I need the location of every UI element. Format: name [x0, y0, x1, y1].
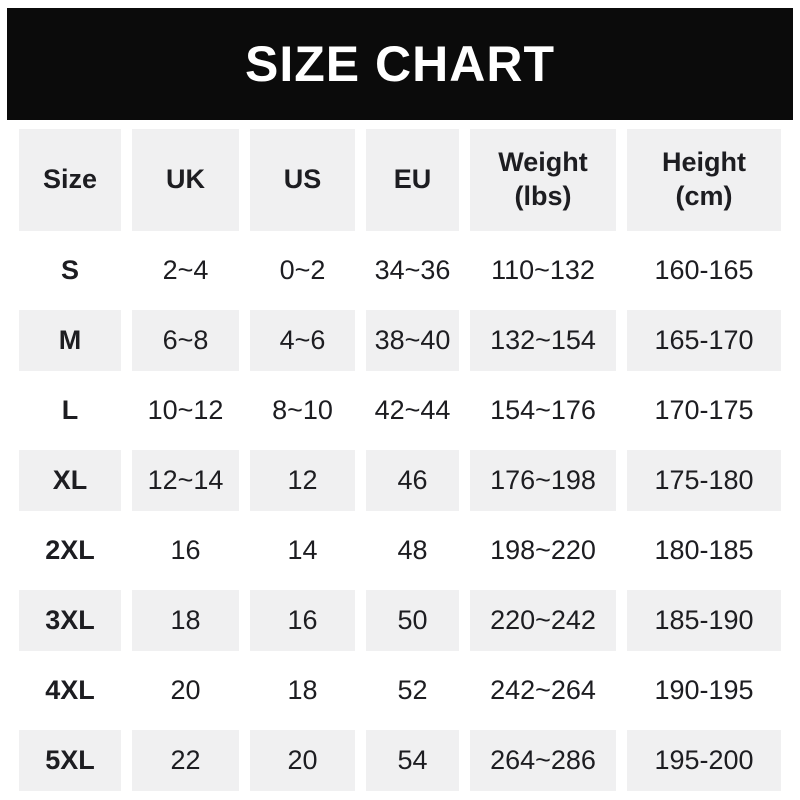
- size-chart-page: SIZE CHART Size UK US EU Weight (lbs) He: [0, 8, 800, 800]
- us-cell: 14: [250, 520, 355, 581]
- banner: SIZE CHART: [7, 8, 793, 120]
- table-row-s: S 2~4 0~2 34~36 110~132 160-165: [19, 240, 781, 301]
- eu-cell: 50: [366, 590, 459, 651]
- us-cell: 4~6: [250, 310, 355, 371]
- header-size: Size: [19, 129, 121, 231]
- size-chart-table: Size UK US EU Weight (lbs) Height (cm) S…: [8, 120, 792, 800]
- uk-cell: 18: [132, 590, 239, 651]
- uk-cell: 12~14: [132, 450, 239, 511]
- weight-cell: 176~198: [470, 450, 616, 511]
- page-title: SIZE CHART: [245, 36, 555, 92]
- eu-cell: 54: [366, 730, 459, 791]
- eu-cell: 48: [366, 520, 459, 581]
- us-cell: 12: [250, 450, 355, 511]
- eu-cell: 46: [366, 450, 459, 511]
- size-cell: M: [19, 310, 121, 371]
- header-uk: UK: [132, 129, 239, 231]
- weight-cell: 264~286: [470, 730, 616, 791]
- table-row-2xl: 2XL 16 14 48 198~220 180-185: [19, 520, 781, 581]
- table-row-5xl: 5XL 22 20 54 264~286 195-200: [19, 730, 781, 791]
- uk-cell: 10~12: [132, 380, 239, 441]
- size-cell: 4XL: [19, 660, 121, 721]
- uk-cell: 6~8: [132, 310, 239, 371]
- weight-cell: 242~264: [470, 660, 616, 721]
- header-size-label: Size: [42, 164, 98, 195]
- table-row-4xl: 4XL 20 18 52 242~264 190-195: [19, 660, 781, 721]
- us-cell: 18: [250, 660, 355, 721]
- size-cell: XL: [19, 450, 121, 511]
- height-cell: 195-200: [627, 730, 781, 791]
- header-weight-label: Weight: [498, 147, 588, 178]
- eu-cell: 42~44: [366, 380, 459, 441]
- size-cell: S: [19, 240, 121, 301]
- size-cell: 2XL: [19, 520, 121, 581]
- uk-cell: 20: [132, 660, 239, 721]
- us-cell: 8~10: [250, 380, 355, 441]
- header-height-unit: (cm): [675, 181, 733, 211]
- header-eu-label: EU: [393, 164, 432, 195]
- eu-cell: 34~36: [366, 240, 459, 301]
- header-height: Height (cm): [627, 129, 781, 231]
- uk-cell: 16: [132, 520, 239, 581]
- height-cell: 160-165: [627, 240, 781, 301]
- weight-cell: 110~132: [470, 240, 616, 301]
- table-row-l: L 10~12 8~10 42~44 154~176 170-175: [19, 380, 781, 441]
- size-cell: 3XL: [19, 590, 121, 651]
- size-cell: L: [19, 380, 121, 441]
- header-uk-label: UK: [166, 164, 205, 195]
- weight-cell: 154~176: [470, 380, 616, 441]
- header-weight: Weight (lbs): [470, 129, 616, 231]
- eu-cell: 38~40: [366, 310, 459, 371]
- us-cell: 16: [250, 590, 355, 651]
- weight-cell: 198~220: [470, 520, 616, 581]
- uk-cell: 2~4: [132, 240, 239, 301]
- eu-cell: 52: [366, 660, 459, 721]
- header-us: US: [250, 129, 355, 231]
- table-body: S 2~4 0~2 34~36 110~132 160-165 M 6~8 4~…: [19, 240, 781, 791]
- height-cell: 185-190: [627, 590, 781, 651]
- header-weight-unit: (lbs): [514, 181, 572, 211]
- table-row-3xl: 3XL 18 16 50 220~242 185-190: [19, 590, 781, 651]
- height-cell: 170-175: [627, 380, 781, 441]
- weight-cell: 220~242: [470, 590, 616, 651]
- height-cell: 180-185: [627, 520, 781, 581]
- uk-cell: 22: [132, 730, 239, 791]
- header-row: Size UK US EU Weight (lbs) Height (cm): [19, 129, 781, 231]
- size-cell: 5XL: [19, 730, 121, 791]
- us-cell: 20: [250, 730, 355, 791]
- us-cell: 0~2: [250, 240, 355, 301]
- header-us-label: US: [283, 164, 322, 195]
- height-cell: 190-195: [627, 660, 781, 721]
- header-height-label: Height: [662, 147, 746, 178]
- table-row-m: M 6~8 4~6 38~40 132~154 165-170: [19, 310, 781, 371]
- table-header: Size UK US EU Weight (lbs) Height (cm): [19, 129, 781, 231]
- header-eu: EU: [366, 129, 459, 231]
- weight-cell: 132~154: [470, 310, 616, 371]
- height-cell: 175-180: [627, 450, 781, 511]
- height-cell: 165-170: [627, 310, 781, 371]
- table-row-xl: XL 12~14 12 46 176~198 175-180: [19, 450, 781, 511]
